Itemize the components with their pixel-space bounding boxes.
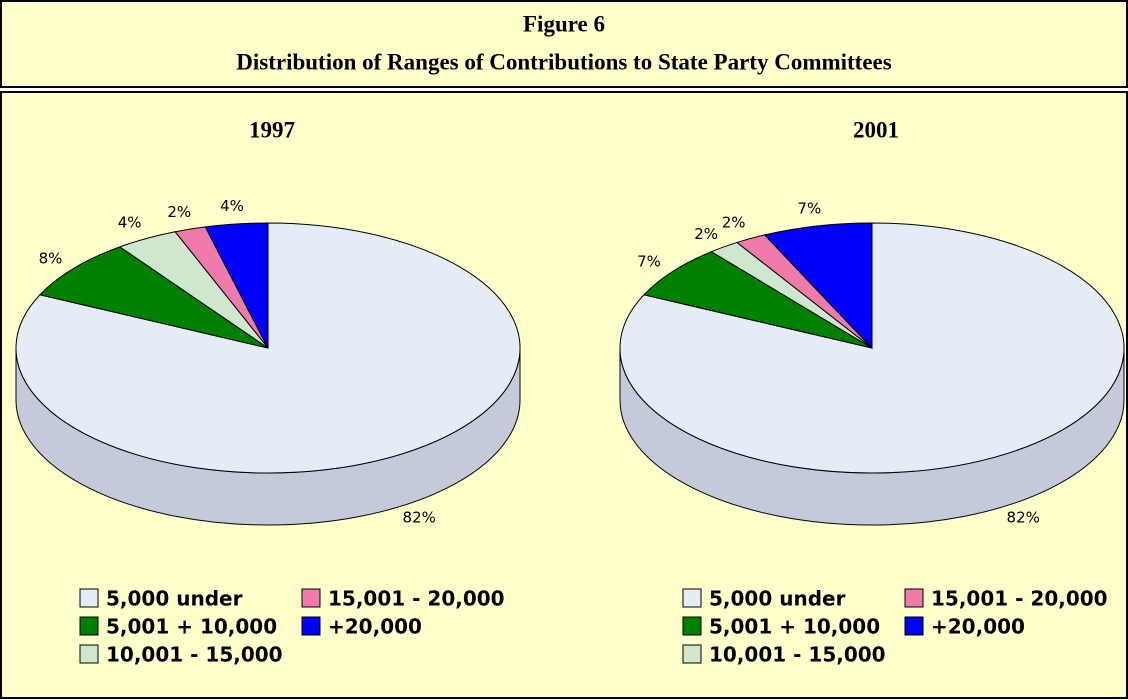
data-label: 4%: [220, 197, 244, 215]
data-label: 82%: [1007, 509, 1040, 527]
legend-label: 5,000 under: [106, 587, 243, 611]
pie-slice: [39, 246, 269, 349]
header-title: Distribution of Ranges of Contributions …: [236, 49, 891, 74]
legend-swatch: [79, 588, 99, 608]
data-label: 4%: [118, 214, 142, 232]
data-label: 8%: [39, 249, 63, 267]
data-label: 2%: [722, 214, 746, 232]
pie-side-shade: [16, 348, 520, 525]
legend-label: +20,000: [931, 615, 1025, 639]
pie-side-shade: [620, 348, 1124, 525]
legend-swatch: [682, 616, 702, 636]
legend-swatch: [682, 644, 702, 664]
legend-label: 5,001 + 10,000: [106, 615, 277, 639]
data-label: 2%: [167, 203, 191, 221]
legend-swatch: [79, 616, 99, 636]
legend-label: 15,001 - 20,000: [328, 587, 505, 611]
legend-swatch: [301, 616, 321, 636]
figure-label: Figure 6: [523, 11, 605, 36]
legend-swatch: [682, 588, 702, 608]
data-label: 7%: [637, 253, 661, 271]
data-label: 2%: [694, 225, 718, 243]
legend-label: 10,001 - 15,000: [106, 643, 283, 667]
legend-swatch: [904, 616, 924, 636]
legend-label: 15,001 - 20,000: [931, 587, 1108, 611]
legend-swatch: [904, 588, 924, 608]
pie-slice: [763, 222, 873, 350]
legend-label: 5,000 under: [709, 587, 846, 611]
legend-label: 5,001 + 10,000: [709, 615, 880, 639]
data-label: 82%: [403, 509, 436, 527]
legend-label: 10,001 - 15,000: [709, 643, 886, 667]
pie-title: 1997: [249, 117, 295, 142]
pie-slice: [643, 251, 873, 349]
pie-title: 2001: [853, 117, 899, 142]
pie-slice: [204, 222, 269, 349]
legend-swatch: [301, 588, 321, 608]
legend-swatch: [79, 644, 99, 664]
data-label: 7%: [797, 199, 821, 217]
header-box: [0, 0, 1128, 88]
legend-label: +20,000: [328, 615, 422, 639]
